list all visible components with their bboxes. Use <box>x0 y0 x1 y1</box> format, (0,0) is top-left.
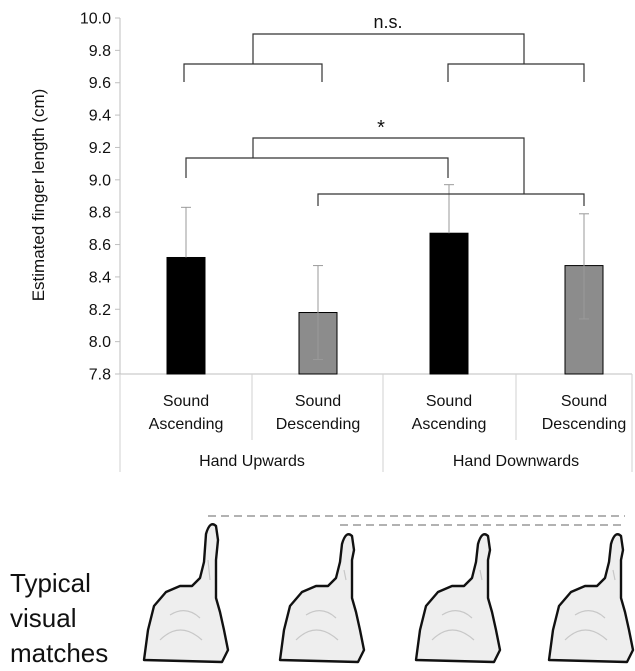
hand-texture <box>295 569 347 641</box>
y-tick-label: 9.6 <box>89 75 111 92</box>
category-label: Sound <box>163 393 209 410</box>
y-tick-label: 8.8 <box>89 205 111 222</box>
hand-texture <box>431 569 483 641</box>
hand-image <box>547 533 635 664</box>
visual-matches <box>142 515 635 664</box>
hand-outline <box>414 533 502 664</box>
significance-annotation: * <box>377 117 385 139</box>
y-tick-label: 8.0 <box>89 334 111 351</box>
error-bars <box>181 184 589 360</box>
bar <box>429 232 469 375</box>
hand-texture <box>159 559 211 641</box>
significance-bracket <box>185 157 449 178</box>
category-label: Sound <box>295 393 341 410</box>
y-tick-label: 7.8 <box>89 367 111 384</box>
y-tick-label: 10.0 <box>80 11 111 28</box>
hand-image <box>142 523 230 664</box>
hand-outline <box>547 533 635 664</box>
hand-texture <box>564 569 616 641</box>
visual-matches-label-line-2: visual <box>10 603 77 633</box>
hand-image <box>414 533 502 664</box>
y-tick-label: 8.6 <box>89 237 111 254</box>
significance-brackets: n.s. * <box>183 12 585 206</box>
y-tick-label: 9.8 <box>89 43 111 60</box>
category-label: Descending <box>276 416 361 433</box>
bars <box>166 232 604 375</box>
y-tick-label: 9.0 <box>89 172 111 189</box>
y-tick-label: 8.2 <box>89 302 111 319</box>
significance-bracket <box>183 63 323 82</box>
category-label: Ascending <box>412 416 487 433</box>
y-tick-label: 9.4 <box>89 108 111 125</box>
significance-bracket <box>252 33 525 64</box>
visual-matches-label: Typical visual matches <box>10 566 108 671</box>
bar <box>166 256 206 375</box>
significance-annotation: n.s. <box>373 12 402 32</box>
bar-chart: Estimated finger length (cm) 7.8 8.0 8.2 8.… <box>29 11 633 472</box>
category-label: Sound <box>426 393 472 410</box>
visual-matches-label-line-1: Typical <box>10 568 91 598</box>
hand-images <box>142 523 635 664</box>
group-labels: Hand Upwards Hand Downwards <box>199 453 579 470</box>
significance-bracket <box>447 63 585 82</box>
significance-bracket <box>252 137 525 194</box>
significance-bracket <box>317 193 585 206</box>
y-tick-label: 9.2 <box>89 140 111 157</box>
y-axis-label: Estimated finger length (cm) <box>29 89 48 302</box>
category-label: Sound <box>561 393 607 410</box>
hand-outline <box>142 523 230 664</box>
y-tick-label: 8.4 <box>89 269 111 286</box>
hand-outline <box>278 533 366 664</box>
category-labels: Sound Ascending Sound Descending Sound Ascend… <box>119 374 633 472</box>
visual-matches-label-line-3: matches <box>10 638 109 668</box>
group-label: Hand Upwards <box>199 453 305 470</box>
category-label: Descending <box>542 416 627 433</box>
hand-image <box>278 533 366 664</box>
category-label: Ascending <box>149 416 224 433</box>
y-axis-ticks: 7.8 8.0 8.2 8.4 8.6 8.8 9.0 9.2 9.4 9.6 9.8 10.0 <box>80 11 120 384</box>
group-label: Hand Downwards <box>453 453 579 470</box>
